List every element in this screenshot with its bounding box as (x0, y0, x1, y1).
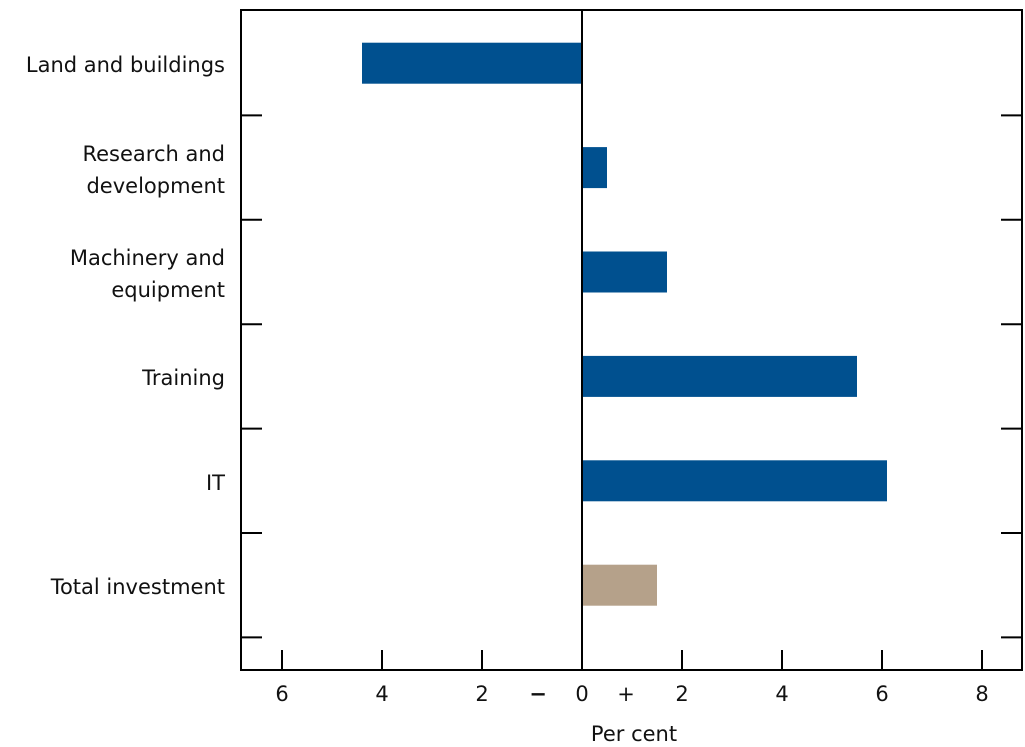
category-label: IT (205, 470, 225, 495)
category-label: Research and development (82, 141, 225, 198)
category-label: Land and buildings (25, 53, 225, 78)
x-tick-label: 8 (975, 682, 988, 706)
bar (582, 251, 667, 293)
category-label: Training (142, 366, 225, 391)
category-label: Total investment (50, 575, 225, 600)
bar (582, 147, 607, 189)
x-tick-label: 2 (675, 682, 688, 706)
plot-frame (240, 9, 1023, 671)
x-tick-label: 6 (275, 682, 288, 706)
x-tick-label: 0 (575, 682, 588, 706)
x-tick-label: 4 (375, 682, 388, 706)
x-tick-label: 6 (875, 682, 888, 706)
bar (582, 460, 887, 502)
negative-sign: − (529, 682, 547, 706)
bar (582, 564, 657, 606)
bar (362, 42, 582, 84)
x-axis-label: Per cent (591, 722, 677, 746)
category-label: Machinery and equipment (69, 246, 225, 302)
x-tick-label: 4 (775, 682, 788, 706)
x-tick-label: 2 (475, 682, 488, 706)
positive-sign: + (617, 682, 635, 706)
bar (582, 355, 857, 397)
